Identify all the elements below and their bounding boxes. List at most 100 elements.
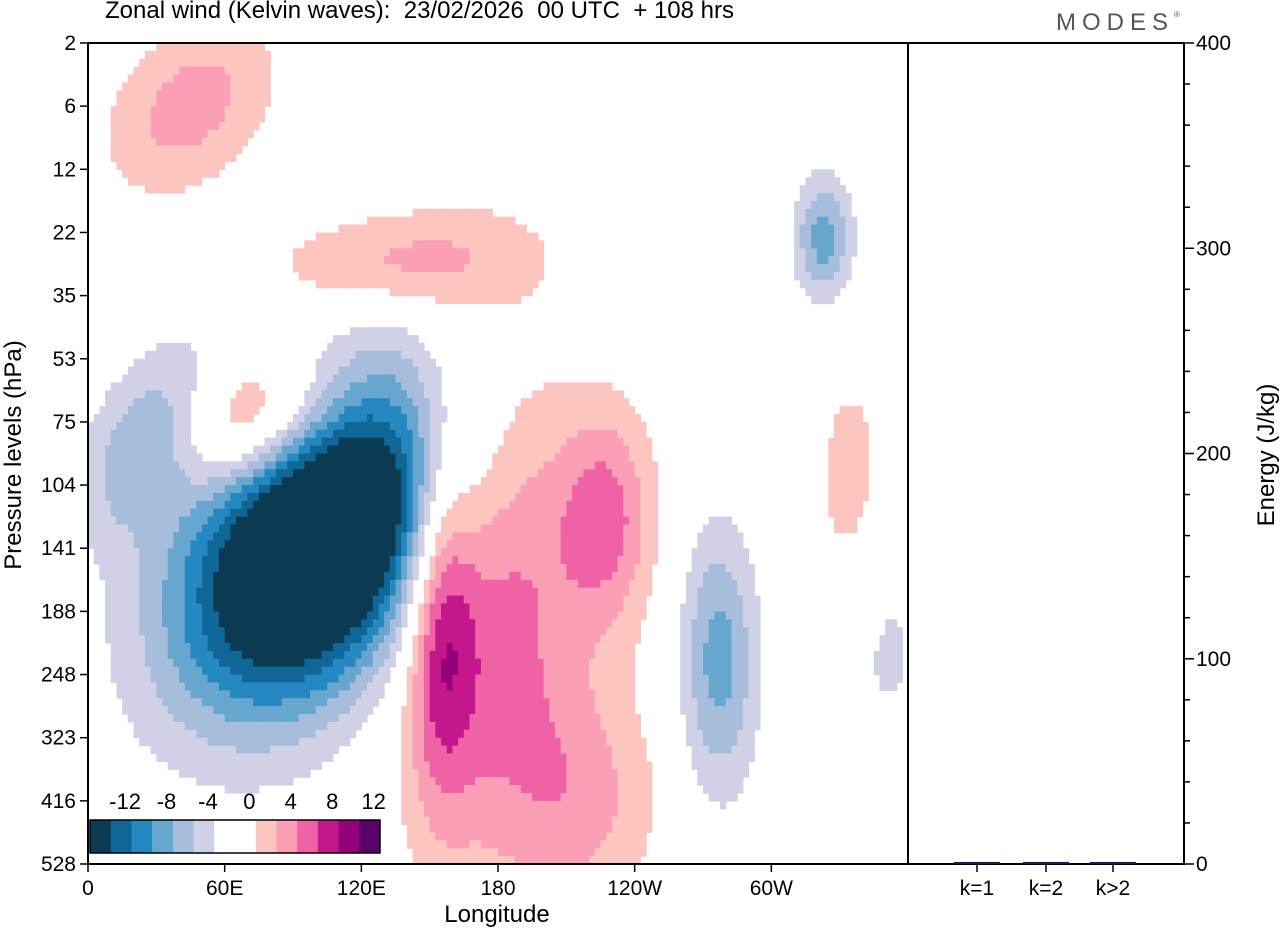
heatmap-cell bbox=[315, 429, 323, 439]
heatmap-cell bbox=[703, 666, 710, 676]
heatmap-cell bbox=[532, 674, 539, 684]
heatmap-cell bbox=[310, 540, 317, 549]
heatmap-cell bbox=[349, 256, 357, 265]
heatmap-cell bbox=[298, 248, 305, 257]
heatmap-cell bbox=[332, 682, 340, 691]
heatmap-cell bbox=[384, 540, 391, 549]
heatmap-cell bbox=[480, 295, 488, 305]
heatmap-cell bbox=[395, 264, 402, 273]
heatmap-cell bbox=[315, 556, 323, 565]
heatmap-cell bbox=[293, 508, 300, 518]
heatmap-cell bbox=[623, 595, 630, 605]
heatmap-cell bbox=[623, 429, 630, 439]
heatmap-cell bbox=[139, 650, 146, 660]
heatmap-cell bbox=[230, 58, 237, 68]
heatmap-cell bbox=[549, 445, 556, 455]
heatmap-cell bbox=[236, 587, 243, 597]
heatmap-cell bbox=[742, 556, 750, 565]
heatmap-cell bbox=[851, 524, 858, 534]
heatmap-cell bbox=[236, 129, 243, 139]
heatmap-cell bbox=[344, 666, 351, 676]
heatmap-cell bbox=[862, 461, 869, 470]
heatmap-cell bbox=[190, 619, 197, 628]
heatmap-cell bbox=[498, 216, 505, 226]
heatmap-cell bbox=[133, 548, 140, 557]
heatmap-cell bbox=[606, 540, 613, 549]
heatmap-cell bbox=[304, 690, 311, 699]
heatmap-cell bbox=[611, 587, 619, 597]
heatmap-cell bbox=[520, 548, 528, 557]
heatmap-cell bbox=[384, 477, 391, 486]
heatmap-cell bbox=[139, 82, 146, 91]
heatmap-cell bbox=[628, 508, 636, 518]
heatmap-cell bbox=[349, 342, 357, 352]
heatmap-cell bbox=[139, 161, 146, 170]
heatmap-cell bbox=[361, 271, 368, 281]
heatmap-cell bbox=[218, 58, 226, 68]
heatmap-cell bbox=[122, 571, 129, 581]
heatmap-cell bbox=[258, 571, 266, 581]
heatmap-cell bbox=[372, 271, 380, 281]
heatmap-cell bbox=[839, 445, 846, 455]
heatmap-cell bbox=[162, 390, 169, 399]
heatmap-cell bbox=[349, 264, 357, 273]
heatmap-cell bbox=[258, 114, 266, 123]
heatmap-cell bbox=[367, 224, 374, 234]
heatmap-cell bbox=[321, 635, 328, 644]
heatmap-cell bbox=[537, 414, 545, 423]
heatmap-cell bbox=[230, 414, 237, 423]
heatmap-cell bbox=[463, 500, 471, 510]
heatmap-cell bbox=[349, 461, 357, 470]
heatmap-cell bbox=[554, 477, 562, 486]
heatmap-cell bbox=[361, 335, 368, 344]
heatmap-cell bbox=[503, 524, 510, 534]
heatmap-cell bbox=[127, 650, 135, 660]
heatmap-cell bbox=[486, 492, 493, 502]
heatmap-cell bbox=[116, 508, 123, 518]
heatmap-cell bbox=[156, 682, 163, 691]
heatmap-cell bbox=[230, 121, 237, 131]
heatmap-cell bbox=[401, 398, 408, 407]
heatmap-cell bbox=[532, 398, 539, 407]
heatmap-cell bbox=[816, 232, 824, 241]
heatmap-cell bbox=[361, 232, 368, 241]
heatmap-cell bbox=[367, 650, 374, 660]
heatmap-cell bbox=[492, 619, 499, 628]
heatmap-cell bbox=[589, 674, 596, 684]
heatmap-cell bbox=[127, 658, 135, 668]
heatmap-cell bbox=[794, 240, 801, 249]
heatmap-cell bbox=[486, 642, 493, 652]
heatmap-cell bbox=[139, 477, 146, 486]
heatmap-cell bbox=[486, 540, 493, 549]
heatmap-cell bbox=[156, 58, 163, 68]
heatmap-cell bbox=[270, 532, 277, 541]
heatmap-cell bbox=[378, 414, 385, 423]
heatmap-cell bbox=[429, 666, 436, 676]
heatmap-cell bbox=[634, 564, 641, 573]
heatmap-cell bbox=[526, 264, 533, 273]
heatmap-cell bbox=[156, 406, 163, 415]
heatmap-cell bbox=[349, 532, 357, 541]
heatmap-cell bbox=[560, 642, 567, 652]
heatmap-cell bbox=[577, 579, 585, 589]
heatmap-cell bbox=[133, 74, 140, 84]
heatmap-cell bbox=[122, 603, 129, 612]
heatmap-cell bbox=[270, 635, 277, 644]
heatmap-cell bbox=[367, 556, 374, 565]
heatmap-cell bbox=[651, 485, 659, 494]
heatmap-cell bbox=[423, 642, 431, 652]
heatmap-cell bbox=[196, 508, 203, 518]
heatmap-cell bbox=[224, 548, 231, 557]
heatmap-cell bbox=[480, 492, 488, 502]
heatmap-cell bbox=[446, 548, 454, 557]
heatmap-cell bbox=[412, 508, 419, 518]
heatmap-cell bbox=[475, 524, 482, 534]
heatmap-cell bbox=[469, 516, 476, 526]
heatmap-cell bbox=[127, 74, 135, 84]
heatmap-cell bbox=[429, 564, 436, 573]
heatmap-cell bbox=[156, 477, 163, 486]
heatmap-cell bbox=[355, 382, 362, 391]
heatmap-cell bbox=[475, 508, 482, 518]
heatmap-cell bbox=[856, 445, 864, 455]
heatmap-cell bbox=[833, 477, 841, 486]
